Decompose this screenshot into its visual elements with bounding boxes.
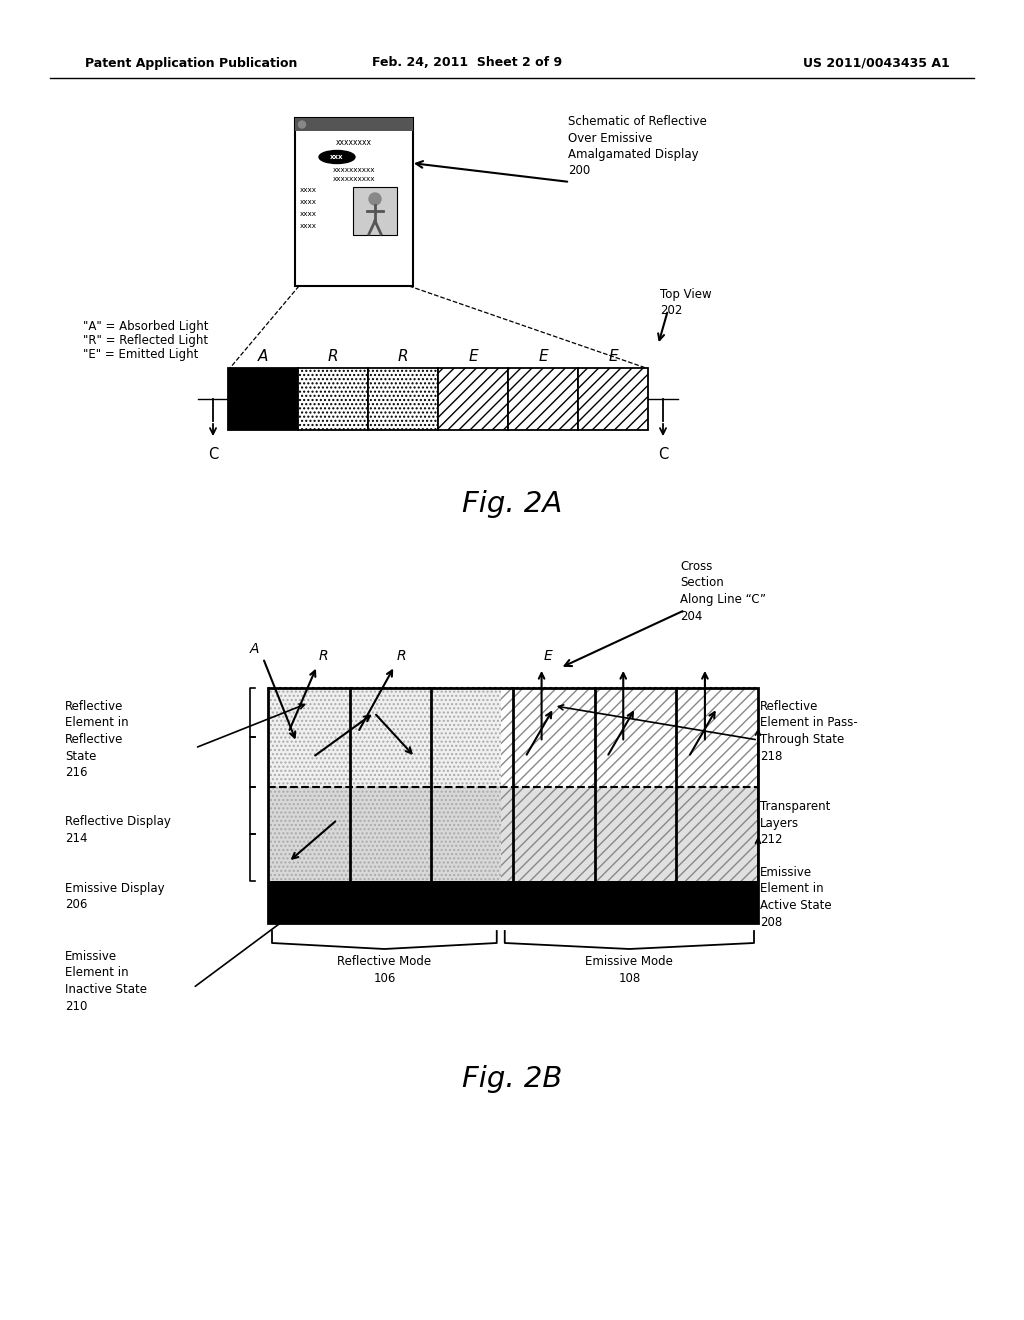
Text: Fig. 2B: Fig. 2B: [462, 1065, 562, 1093]
Text: R: R: [396, 649, 406, 663]
Text: Emissive Display
206: Emissive Display 206: [65, 882, 165, 912]
Bar: [438, 368, 508, 430]
Circle shape: [369, 193, 381, 205]
Bar: [228, 368, 298, 430]
Text: R: R: [328, 348, 338, 364]
Bar: [298, 368, 368, 430]
Bar: [268, 787, 501, 880]
Text: "A" = Absorbed Light: "A" = Absorbed Light: [83, 319, 209, 333]
Text: Transparent
Layers
212: Transparent Layers 212: [760, 800, 830, 846]
Bar: [295, 117, 413, 286]
Text: Reflective Mode
106: Reflective Mode 106: [337, 954, 431, 985]
Text: xxxxxxxxxx: xxxxxxxxxx: [333, 176, 375, 182]
Text: A: A: [258, 348, 268, 364]
Circle shape: [299, 121, 305, 128]
Text: Emissive Mode
108: Emissive Mode 108: [586, 954, 674, 985]
Bar: [268, 688, 501, 787]
Text: Schematic of Reflective
Over Emissive
Amalgamated Display
200: Schematic of Reflective Over Emissive Am…: [568, 115, 707, 177]
Bar: [353, 187, 397, 235]
Text: E: E: [544, 649, 552, 663]
Text: Cross
Section
Along Line “C”
204: Cross Section Along Line “C” 204: [680, 560, 766, 623]
Text: Reflective
Element in
Reflective
State
216: Reflective Element in Reflective State 2…: [65, 700, 129, 779]
Text: Feb. 24, 2011  Sheet 2 of 9: Feb. 24, 2011 Sheet 2 of 9: [372, 57, 562, 70]
Text: US 2011/0043435 A1: US 2011/0043435 A1: [803, 57, 950, 70]
Bar: [268, 688, 758, 923]
Text: C: C: [657, 447, 668, 462]
Bar: [501, 688, 758, 787]
Text: Patent Application Publication: Patent Application Publication: [85, 57, 297, 70]
Text: "E" = Emitted Light: "E" = Emitted Light: [83, 348, 199, 360]
Text: xxxx: xxxx: [300, 211, 317, 216]
Bar: [268, 880, 758, 923]
Text: xxxxxxxx: xxxxxxxx: [336, 139, 372, 147]
Bar: [578, 368, 648, 430]
Text: Emissive
Element in
Inactive State
210: Emissive Element in Inactive State 210: [65, 950, 147, 1012]
Text: E: E: [539, 348, 548, 364]
Text: R: R: [318, 649, 329, 663]
Bar: [295, 117, 413, 131]
Text: Reflective
Element in Pass-
Through State
218: Reflective Element in Pass- Through Stat…: [760, 700, 858, 763]
Text: "R" = Reflected Light: "R" = Reflected Light: [83, 334, 208, 347]
Text: R: R: [397, 348, 409, 364]
Bar: [368, 368, 438, 430]
Bar: [501, 787, 758, 880]
Text: Fig. 2A: Fig. 2A: [462, 490, 562, 517]
Text: xxxx: xxxx: [300, 187, 317, 193]
Text: Top View
202: Top View 202: [660, 288, 712, 318]
Text: xxxx: xxxx: [300, 199, 317, 205]
Text: E: E: [468, 348, 478, 364]
Text: xxxxxxxxxx: xxxxxxxxxx: [333, 168, 375, 173]
Text: A: A: [250, 642, 259, 656]
Text: Emissive
Element in
Active State
208: Emissive Element in Active State 208: [760, 866, 831, 928]
Text: xxxx: xxxx: [300, 223, 317, 228]
Text: Reflective Display
214: Reflective Display 214: [65, 814, 171, 845]
Text: xxx: xxx: [331, 154, 344, 160]
Text: C: C: [208, 447, 218, 462]
Ellipse shape: [319, 150, 355, 164]
Bar: [508, 368, 578, 430]
Text: E: E: [608, 348, 617, 364]
